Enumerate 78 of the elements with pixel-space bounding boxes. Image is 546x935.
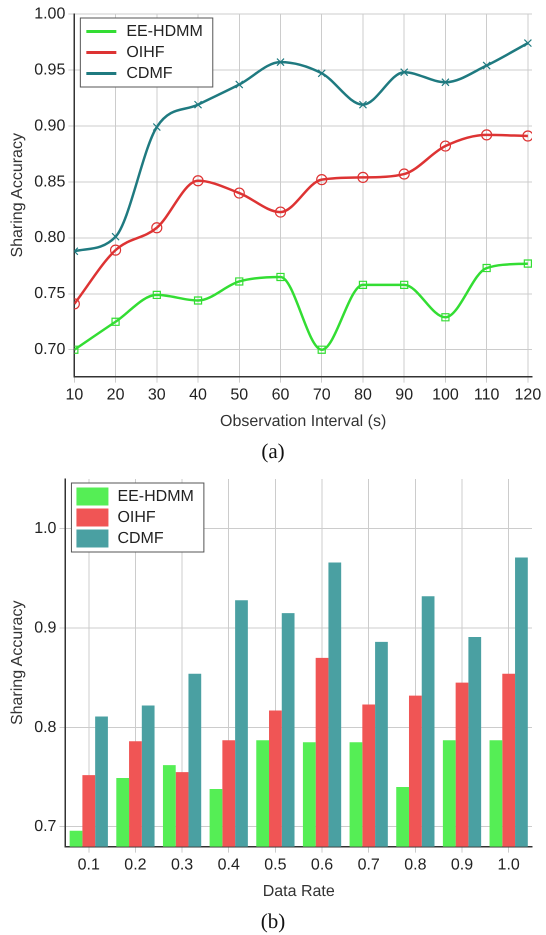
point	[276, 272, 285, 282]
x-tick-label: 1.0	[498, 856, 520, 874]
point	[194, 100, 202, 109]
legend-label: OIHF	[126, 44, 165, 61]
y-tick-label: 0.8	[34, 718, 57, 736]
point	[358, 280, 368, 289]
x-axis-title: Data Rate	[262, 882, 335, 900]
x-tick-label: 100	[432, 386, 459, 404]
x-tick-label: 50	[230, 386, 248, 404]
y-tick-label: 1.0	[34, 520, 57, 538]
y-tick-label: 0.75	[34, 285, 66, 302]
x-tick-label: 90	[395, 386, 414, 404]
x-tick-label: 0.6	[310, 856, 334, 874]
x-tick-label: 0.8	[404, 856, 427, 874]
x-tick-label: 70	[312, 386, 331, 404]
point	[235, 277, 244, 286]
legend-label: OIHF	[117, 508, 156, 526]
x-tick-label: 0.2	[124, 856, 147, 874]
point	[441, 313, 450, 322]
point	[111, 232, 120, 241]
point	[524, 38, 532, 48]
point	[400, 68, 408, 76]
x-tick-label: 0.5	[264, 856, 287, 874]
legend-label: CDMF	[126, 64, 173, 82]
y-tick-label: 0.80	[34, 229, 66, 246]
point	[111, 318, 120, 326]
point	[358, 100, 368, 109]
point	[194, 296, 202, 305]
y-tick-label: 0.95	[34, 61, 66, 78]
text: (b)	[260, 909, 286, 934]
point	[357, 172, 369, 183]
x-tick-label: 0.9	[450, 856, 474, 874]
x-tick-label: 10	[65, 386, 84, 404]
point	[441, 78, 450, 86]
y-tick-label: 1.00	[34, 5, 66, 22]
point	[481, 129, 492, 140]
legend-label: EE-HDMM	[117, 488, 194, 505]
point	[398, 168, 410, 180]
y-axis-title: Sharing Accuracy	[9, 600, 26, 726]
y-tick-label: 0.85	[34, 173, 66, 190]
point	[482, 264, 491, 272]
y-tick-label: 0.70	[34, 341, 66, 358]
legend-label: EE-HDMM	[126, 22, 203, 40]
y-tick-label: 0.7	[34, 818, 57, 836]
point	[235, 80, 244, 89]
y-tick-label: 0.9	[34, 619, 57, 636]
point	[400, 280, 408, 289]
point	[524, 259, 532, 268]
x-tick-label: 120	[514, 386, 542, 404]
x-axis-title: Observation Interval (s)	[220, 412, 386, 430]
point	[151, 222, 162, 234]
point	[234, 187, 245, 199]
text: (a)	[261, 439, 285, 464]
point	[274, 206, 286, 218]
point	[192, 175, 204, 186]
x-tick-label: 40	[189, 386, 208, 404]
point	[276, 58, 285, 66]
point	[440, 140, 452, 152]
x-tick-label: 80	[354, 386, 372, 404]
point	[482, 61, 491, 70]
point	[152, 290, 161, 300]
x-tick-label: 0.4	[218, 856, 240, 874]
point	[152, 122, 161, 132]
point	[318, 69, 326, 78]
x-tick-label: 0.1	[78, 856, 100, 874]
x-tick-label: 0.7	[358, 856, 380, 874]
x-tick-label: 30	[148, 386, 166, 404]
x-tick-label: 20	[106, 386, 125, 404]
x-tick-label: 0.3	[170, 856, 194, 874]
x-tick-label: 110	[474, 386, 500, 404]
point	[110, 244, 122, 256]
legend-label: CDMF	[117, 530, 164, 547]
x-tick-label: 60	[272, 386, 290, 404]
point	[318, 346, 326, 354]
point	[522, 130, 532, 142]
y-axis-title: Sharing Accuracy	[9, 133, 26, 258]
point	[316, 174, 328, 186]
y-tick-label: 0.90	[34, 117, 66, 134]
